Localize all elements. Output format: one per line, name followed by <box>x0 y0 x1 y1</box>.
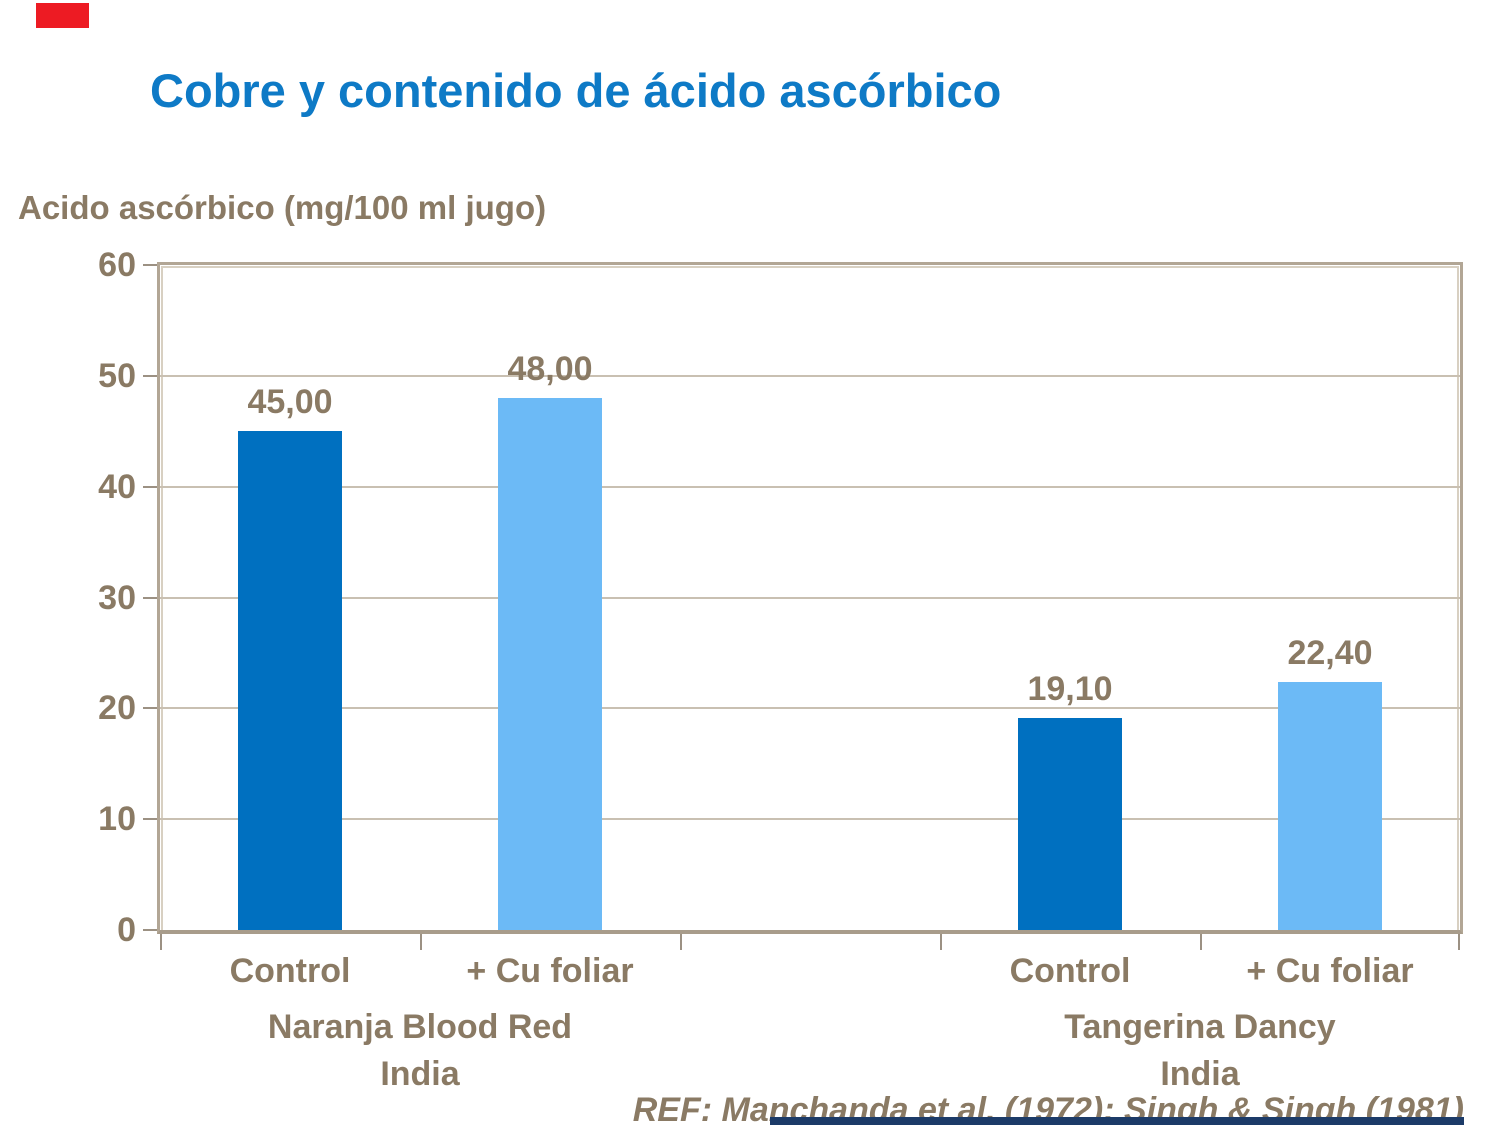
gridline-30 <box>160 596 1460 599</box>
x-axis-tick-5 <box>1458 934 1460 950</box>
x-axis-tick-4 <box>1200 934 1202 950</box>
group-label-1: Naranja Blood Red India <box>120 1004 720 1098</box>
x-axis-tick-3 <box>940 934 942 950</box>
group-label-line: India <box>1160 1055 1240 1093</box>
y-tick-40 <box>143 485 157 488</box>
bar-1 <box>238 431 342 930</box>
y-axis-label-0: 0 <box>117 911 136 949</box>
x-axis-tick-2 <box>680 934 682 950</box>
bar-2 <box>498 398 602 930</box>
y-axis-label-20: 20 <box>98 689 136 728</box>
gridline-40 <box>160 485 1460 488</box>
bar-value-label-2: 48,00 <box>507 350 593 388</box>
y-axis-title: Acido ascórbico (mg/100 ml jugo) <box>18 189 547 226</box>
x-category-label-1: Control <box>229 952 351 990</box>
gridline-50 <box>160 374 1460 377</box>
x-axis-tick-1 <box>420 934 422 950</box>
group-label-line: Naranja Blood Red <box>267 1008 573 1046</box>
y-tick-60 <box>143 264 157 266</box>
plot-area: 0 10 20 30 40 50 60 45,00 Control 48,00 + Cu folia… <box>98 246 1463 1093</box>
y-tick-20 <box>143 707 157 710</box>
group-label-line: India <box>380 1055 460 1093</box>
group-label-line: Tangerina Dancy <box>1064 1008 1336 1046</box>
slide-title: Cobre y contenido de ácido ascórbico <box>150 64 1002 117</box>
red-marker <box>36 3 89 28</box>
x-category-label-2: + Cu foliar <box>466 952 634 990</box>
x-category-label-4: + Cu foliar <box>1246 952 1414 990</box>
y-axis-label-30: 30 <box>98 578 136 617</box>
bar-value-label-4: 22,40 <box>1287 633 1373 672</box>
y-axis-label-60: 60 <box>98 246 136 284</box>
y-axis-label-50: 50 <box>98 356 136 395</box>
y-tick-0 <box>143 929 157 931</box>
y-tick-10 <box>143 818 157 821</box>
bar-3 <box>1018 718 1122 930</box>
bar-value-label-3: 19,10 <box>1027 670 1113 709</box>
y-tick-30 <box>143 596 157 599</box>
bottom-strip <box>770 1117 1464 1125</box>
gridline-20 <box>160 707 1460 710</box>
group-label-2: Tangerina Dancy India <box>900 1004 1500 1098</box>
x-category-label-3: Control <box>1009 952 1131 990</box>
y-axis-label-40: 40 <box>98 467 136 506</box>
bar-value-label-1: 45,00 <box>247 383 333 422</box>
y-tick-50 <box>143 374 157 377</box>
x-axis-tick-0 <box>160 934 162 950</box>
y-axis-label-10: 10 <box>98 800 136 839</box>
gridline-10 <box>160 818 1460 821</box>
bar-4 <box>1278 681 1382 930</box>
